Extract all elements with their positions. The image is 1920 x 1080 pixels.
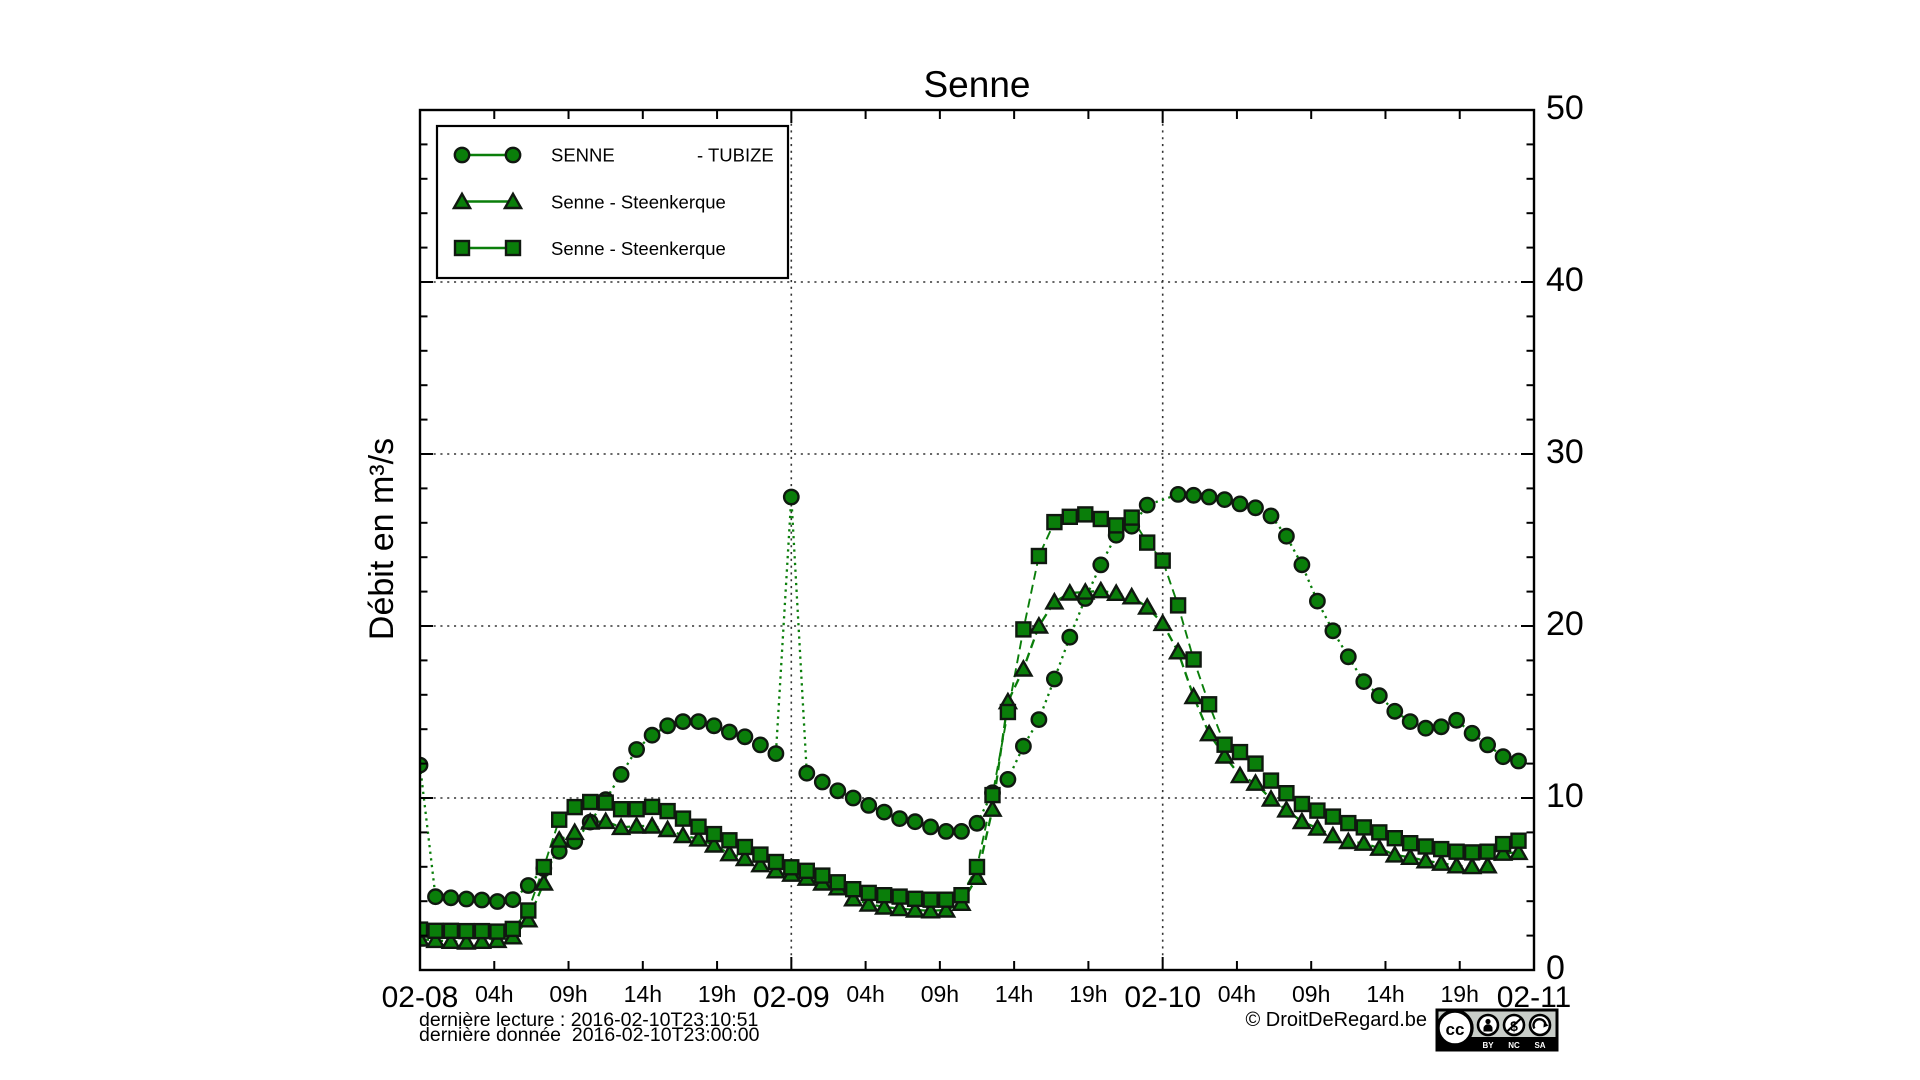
svg-text:Senne - Steenkerque: Senne - Steenkerque bbox=[551, 238, 726, 259]
svg-text:- TUBIZE: - TUBIZE bbox=[697, 145, 774, 166]
svg-text:14h: 14h bbox=[624, 981, 662, 1007]
svg-text:04h: 04h bbox=[1218, 981, 1256, 1007]
svg-text:14h: 14h bbox=[995, 981, 1033, 1007]
svg-text:02-08: 02-08 bbox=[382, 981, 459, 1014]
svg-text:19h: 19h bbox=[1441, 981, 1479, 1007]
svg-text:30: 30 bbox=[1546, 433, 1584, 471]
svg-text:20: 20 bbox=[1546, 605, 1584, 643]
svg-text:02-09: 02-09 bbox=[753, 981, 830, 1014]
svg-text:19h: 19h bbox=[698, 981, 736, 1007]
svg-text:10: 10 bbox=[1546, 777, 1584, 815]
svg-text:04h: 04h bbox=[846, 981, 884, 1007]
svg-text:NC: NC bbox=[1508, 1041, 1520, 1050]
svg-text:50: 50 bbox=[1546, 89, 1584, 127]
svg-text:14h: 14h bbox=[1366, 981, 1404, 1007]
svg-text:09h: 09h bbox=[921, 981, 959, 1007]
svg-text:SENNE: SENNE bbox=[551, 145, 615, 166]
svg-text:09h: 09h bbox=[1292, 981, 1330, 1007]
svg-text:09h: 09h bbox=[549, 981, 587, 1007]
svg-text:© DroitDeRegard.be: © DroitDeRegard.be bbox=[1246, 1009, 1427, 1031]
svg-text:BY: BY bbox=[1482, 1041, 1494, 1050]
svg-text:dernière donnée 2016-02-10T23: dernière donnée 2016-02-10T23:00:00 bbox=[419, 1024, 760, 1046]
svg-text:02-10: 02-10 bbox=[1124, 981, 1201, 1014]
svg-text:0: 0 bbox=[1546, 949, 1565, 987]
svg-text:SA: SA bbox=[1534, 1041, 1545, 1050]
svg-text:Senne: Senne bbox=[924, 64, 1031, 105]
svg-text:19h: 19h bbox=[1069, 981, 1107, 1007]
svg-text:cc: cc bbox=[1446, 1020, 1465, 1039]
svg-text:Débit en m³/s: Débit en m³/s bbox=[363, 438, 401, 640]
svg-text:40: 40 bbox=[1546, 261, 1584, 299]
svg-text:Senne - Steenkerque: Senne - Steenkerque bbox=[551, 192, 726, 213]
svg-text:04h: 04h bbox=[475, 981, 513, 1007]
svg-text:dernière lecture : 2016-02-10T: dernière lecture : 2016-02-10T23:10:51 bbox=[419, 1009, 758, 1031]
